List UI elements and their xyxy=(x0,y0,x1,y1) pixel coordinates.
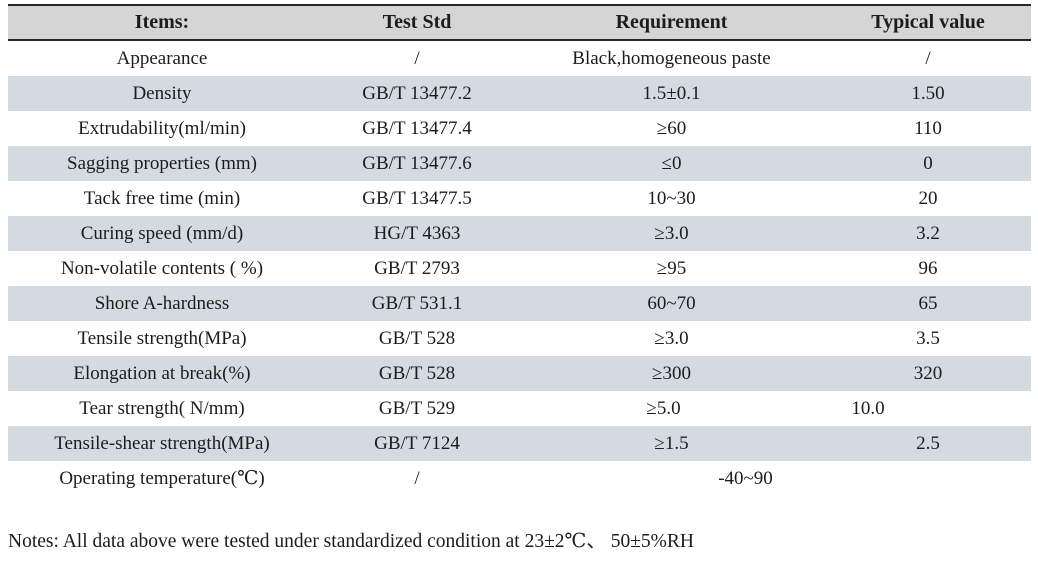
cell-test-std: GB/T 529 xyxy=(378,397,456,419)
cell-item: Shore A-hardness xyxy=(94,292,230,314)
table-row-operating-temperature: Operating temperature(℃) / -40~90 xyxy=(8,461,1031,496)
header-test-std: Test Std xyxy=(382,11,452,33)
table-row-elongation-at-break: Elongation at break(%) GB/T 528 ≥300 320 xyxy=(8,356,1031,391)
cell-typical-value: 3.2 xyxy=(916,222,940,244)
cell-typical-value: 96 xyxy=(918,257,938,279)
cell-item: Non-volatile contents ( %) xyxy=(60,257,264,279)
cell-typical-value: 20 xyxy=(918,187,938,209)
cell-test-std: GB/T 531.1 xyxy=(371,292,463,314)
header-items: Items: xyxy=(134,11,190,33)
cell-requirement: 1.5±0.1 xyxy=(642,82,701,104)
cell-requirement: ≥5.0 xyxy=(646,397,681,419)
cell-typical-value: 10.0 xyxy=(851,397,885,419)
cell-requirement: ≤0 xyxy=(661,152,682,174)
cell-requirement: 60~70 xyxy=(647,292,696,314)
cell-typical-value: 3.5 xyxy=(916,327,940,349)
cell-item: Tensile-shear strength(MPa) xyxy=(54,432,270,454)
table-row-tensile-strength: Tensile strength(MPa) GB/T 528 ≥3.0 3.5 xyxy=(8,321,1031,356)
cell-test-std: GB/T 7124 xyxy=(374,432,460,454)
cell-typical-value: 1.50 xyxy=(911,82,945,104)
cell-item: Density xyxy=(132,82,192,104)
spec-table: Items: Test Std Requirement Typical valu… xyxy=(8,4,1031,496)
table-header-row: Items: Test Std Requirement Typical valu… xyxy=(8,6,1031,41)
cell-item: Operating temperature(℃) xyxy=(59,468,265,489)
cell-item: Tensile strength(MPa) xyxy=(77,327,247,349)
cell-requirement-typical-merged: -40~90 xyxy=(718,467,773,489)
cell-requirement: ≥60 xyxy=(656,117,687,139)
cell-typical-value: / xyxy=(925,47,931,69)
cell-item: Elongation at break(%) xyxy=(73,362,251,384)
cell-test-std: GB/T 13477.5 xyxy=(362,187,472,209)
table-row-shore-a-hardness: Shore A-hardness GB/T 531.1 60~70 65 xyxy=(8,286,1031,321)
cell-test-std: GB/T 13477.4 xyxy=(362,117,472,139)
cell-requirement: Black,homogeneous paste xyxy=(572,47,771,69)
table-row-non-volatile-contents: Non-volatile contents ( %) GB/T 2793 ≥95… xyxy=(8,251,1031,286)
cell-test-std: / xyxy=(414,467,420,489)
cell-requirement: ≥1.5 xyxy=(654,432,689,454)
cell-item: Appearance xyxy=(116,47,208,69)
cell-item: Tack free time (min) xyxy=(83,187,241,209)
cell-test-std: / xyxy=(414,47,420,69)
table-row-tensile-shear-strength: Tensile-shear strength(MPa) GB/T 7124 ≥1… xyxy=(8,426,1031,461)
table-row-extrudability: Extrudability(ml/min) GB/T 13477.4 ≥60 1… xyxy=(8,111,1031,146)
cell-test-std: GB/T 13477.6 xyxy=(362,152,472,174)
table-body: Appearance / Black,homogeneous paste / D… xyxy=(8,41,1031,496)
cell-test-std: GB/T 528 xyxy=(378,362,456,384)
cell-requirement: ≥3.0 xyxy=(654,222,689,244)
cell-typical-value: 110 xyxy=(914,117,942,139)
cell-item: Curing speed (mm/d) xyxy=(80,222,244,244)
table-row-appearance: Appearance / Black,homogeneous paste / xyxy=(8,41,1031,76)
cell-item: Sagging properties (mm) xyxy=(67,152,257,174)
header-typical-value: Typical value xyxy=(871,11,985,33)
cell-test-std: GB/T 2793 xyxy=(374,257,460,279)
table-row-tack-free-time: Tack free time (min) GB/T 13477.5 10~30 … xyxy=(8,181,1031,216)
header-requirement: Requirement xyxy=(615,11,728,33)
cell-test-std: GB/T 528 xyxy=(378,327,456,349)
cell-test-std: HG/T 4363 xyxy=(373,222,461,244)
cell-requirement: ≥95 xyxy=(656,257,687,279)
table-row-density: Density GB/T 13477.2 1.5±0.1 1.50 xyxy=(8,76,1031,111)
cell-test-std: GB/T 13477.2 xyxy=(362,82,472,104)
cell-requirement: ≥3.0 xyxy=(654,327,689,349)
cell-typical-value: 2.5 xyxy=(916,432,940,454)
cell-typical-value: 320 xyxy=(913,362,943,384)
notes-text: Notes: All data above were tested under … xyxy=(8,531,695,552)
cell-item: Tear strength( N/mm) xyxy=(79,397,245,419)
cell-typical-value: 65 xyxy=(918,292,938,314)
table-row-curing-speed: Curing speed (mm/d) HG/T 4363 ≥3.0 3.2 xyxy=(8,216,1031,251)
cell-typical-value: 0 xyxy=(923,152,933,174)
cell-item: Extrudability(ml/min) xyxy=(78,117,246,139)
table-row-sagging-properties: Sagging properties (mm) GB/T 13477.6 ≤0 … xyxy=(8,146,1031,181)
cell-requirement: 10~30 xyxy=(647,187,696,209)
cell-requirement: ≥300 xyxy=(652,362,691,384)
table-row-tear-strength: Tear strength( N/mm) GB/T 529 ≥5.0 10.0 xyxy=(8,391,1031,426)
